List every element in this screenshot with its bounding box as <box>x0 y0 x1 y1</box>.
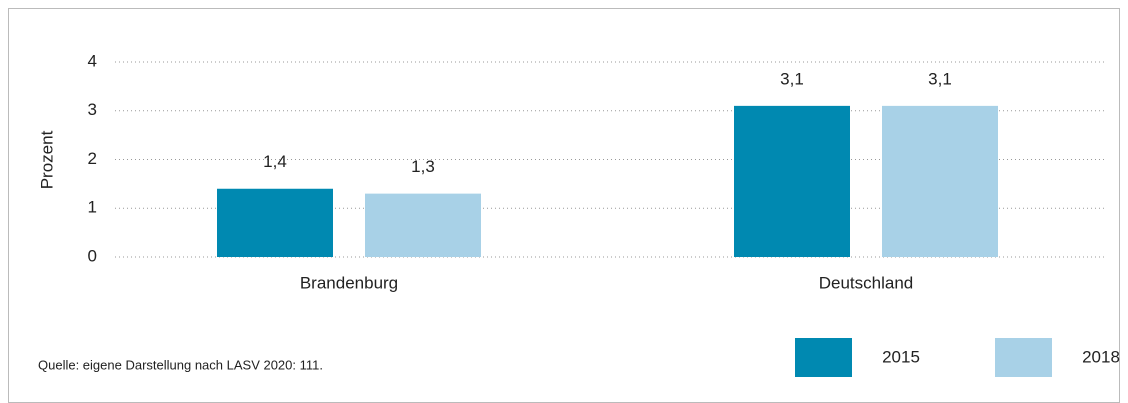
x-tick-label: Deutschland <box>819 273 914 292</box>
bar <box>365 193 481 257</box>
y-tick-label: 2 <box>88 149 97 168</box>
y-tick-label: 3 <box>88 100 97 119</box>
y-tick-label: 1 <box>88 198 97 217</box>
legend-swatch <box>995 338 1052 377</box>
y-tick-label: 4 <box>88 51 97 70</box>
x-tick-label: Brandenburg <box>300 273 398 292</box>
value-label: 1,3 <box>411 157 435 176</box>
legend-label: 2015 <box>882 347 920 366</box>
value-label: 3,1 <box>928 69 952 88</box>
legend-label: 2018 <box>1082 347 1120 366</box>
bar <box>217 188 333 257</box>
value-label: 1,4 <box>263 152 287 171</box>
y-tick-label: 0 <box>88 246 97 265</box>
bar <box>882 105 998 257</box>
value-label: 3,1 <box>780 69 804 88</box>
legend-swatch <box>795 338 852 377</box>
bar <box>734 105 850 257</box>
y-axis-label: Prozent <box>37 130 56 189</box>
source-note: Quelle: eigene Darstellung nach LASV 202… <box>38 357 323 372</box>
